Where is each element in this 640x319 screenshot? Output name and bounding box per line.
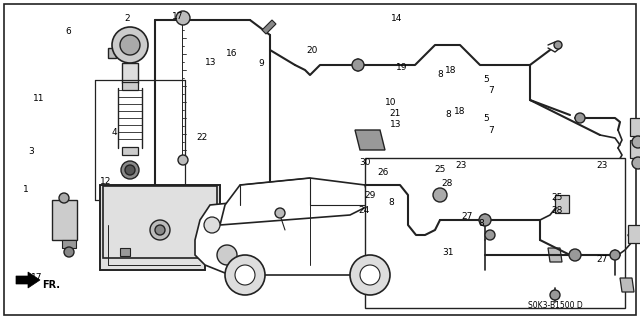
- Text: 25: 25: [435, 165, 446, 174]
- Text: 8: 8: [389, 198, 394, 207]
- Text: 31: 31: [442, 248, 454, 257]
- Text: S0K3-B1500 D: S0K3-B1500 D: [527, 300, 582, 309]
- Bar: [103, 186, 217, 258]
- Text: 14: 14: [391, 14, 403, 23]
- Text: 27: 27: [461, 212, 473, 221]
- Circle shape: [479, 214, 491, 226]
- Circle shape: [352, 59, 364, 71]
- Circle shape: [360, 265, 380, 285]
- Circle shape: [155, 225, 165, 235]
- Circle shape: [64, 247, 74, 257]
- Text: 5: 5: [484, 75, 489, 84]
- Text: 4: 4: [111, 128, 116, 137]
- Circle shape: [121, 161, 139, 179]
- Bar: [630, 118, 640, 136]
- Circle shape: [176, 11, 190, 25]
- Bar: [122, 82, 138, 90]
- Text: 16: 16: [226, 49, 237, 58]
- Text: 8: 8: [445, 110, 451, 119]
- Text: 20: 20: [306, 46, 317, 55]
- Text: 3: 3: [28, 147, 33, 156]
- Polygon shape: [262, 20, 276, 34]
- Circle shape: [125, 165, 135, 175]
- Text: 13: 13: [390, 120, 401, 129]
- Text: 13: 13: [205, 58, 217, 67]
- Bar: [630, 140, 640, 158]
- Polygon shape: [100, 185, 220, 270]
- Text: 24: 24: [358, 206, 369, 215]
- Circle shape: [485, 230, 495, 240]
- Circle shape: [350, 255, 390, 295]
- Text: 11: 11: [33, 94, 44, 103]
- Polygon shape: [620, 278, 634, 292]
- Circle shape: [178, 155, 188, 165]
- Bar: [122, 63, 138, 83]
- Circle shape: [433, 188, 447, 202]
- Text: 12: 12: [100, 177, 111, 186]
- Circle shape: [112, 27, 148, 63]
- Circle shape: [610, 250, 620, 260]
- Circle shape: [550, 290, 560, 300]
- Text: 28: 28: [441, 179, 452, 188]
- Bar: [122, 147, 138, 155]
- Text: 6: 6: [66, 27, 71, 36]
- Bar: [52, 200, 77, 240]
- Text: 19: 19: [396, 63, 408, 72]
- Circle shape: [575, 113, 585, 123]
- Bar: [120, 248, 130, 256]
- Circle shape: [120, 35, 140, 55]
- Text: 8: 8: [479, 219, 484, 228]
- Circle shape: [204, 217, 220, 233]
- Circle shape: [235, 265, 255, 285]
- Polygon shape: [220, 178, 370, 225]
- Polygon shape: [108, 48, 116, 58]
- Circle shape: [217, 245, 237, 265]
- Text: 17: 17: [172, 12, 184, 21]
- Text: 7: 7: [489, 86, 494, 95]
- Text: 1: 1: [23, 185, 28, 194]
- Circle shape: [59, 193, 69, 203]
- Polygon shape: [16, 272, 40, 288]
- Bar: [218, 220, 236, 240]
- Text: 18: 18: [454, 107, 465, 116]
- Polygon shape: [355, 130, 385, 150]
- Text: 8: 8: [438, 70, 443, 78]
- Circle shape: [275, 208, 285, 218]
- Text: 29: 29: [364, 191, 376, 200]
- Text: 27: 27: [596, 255, 607, 263]
- Circle shape: [554, 41, 562, 49]
- Text: 28: 28: [551, 206, 563, 215]
- Bar: [555, 195, 569, 213]
- Text: 5: 5: [484, 114, 489, 122]
- Text: 23: 23: [455, 161, 467, 170]
- Polygon shape: [195, 195, 420, 275]
- Text: 26: 26: [377, 168, 388, 177]
- Text: 30: 30: [359, 158, 371, 167]
- Text: 21: 21: [390, 109, 401, 118]
- Circle shape: [569, 249, 581, 261]
- Bar: [62, 240, 76, 248]
- Circle shape: [632, 136, 640, 148]
- Text: 9: 9: [259, 59, 264, 68]
- Circle shape: [225, 255, 265, 295]
- Text: 7: 7: [489, 126, 494, 135]
- Text: 23: 23: [596, 161, 607, 170]
- Text: FR.: FR.: [42, 280, 60, 290]
- Text: 25: 25: [551, 193, 563, 202]
- Circle shape: [632, 157, 640, 169]
- Text: 22: 22: [196, 133, 207, 142]
- Bar: [628, 225, 640, 243]
- Circle shape: [150, 220, 170, 240]
- Text: 10: 10: [385, 98, 396, 107]
- Text: 2: 2: [124, 14, 129, 23]
- Text: 18: 18: [445, 66, 457, 75]
- Bar: [365, 158, 625, 308]
- Polygon shape: [548, 248, 562, 262]
- Text: 17: 17: [31, 273, 43, 282]
